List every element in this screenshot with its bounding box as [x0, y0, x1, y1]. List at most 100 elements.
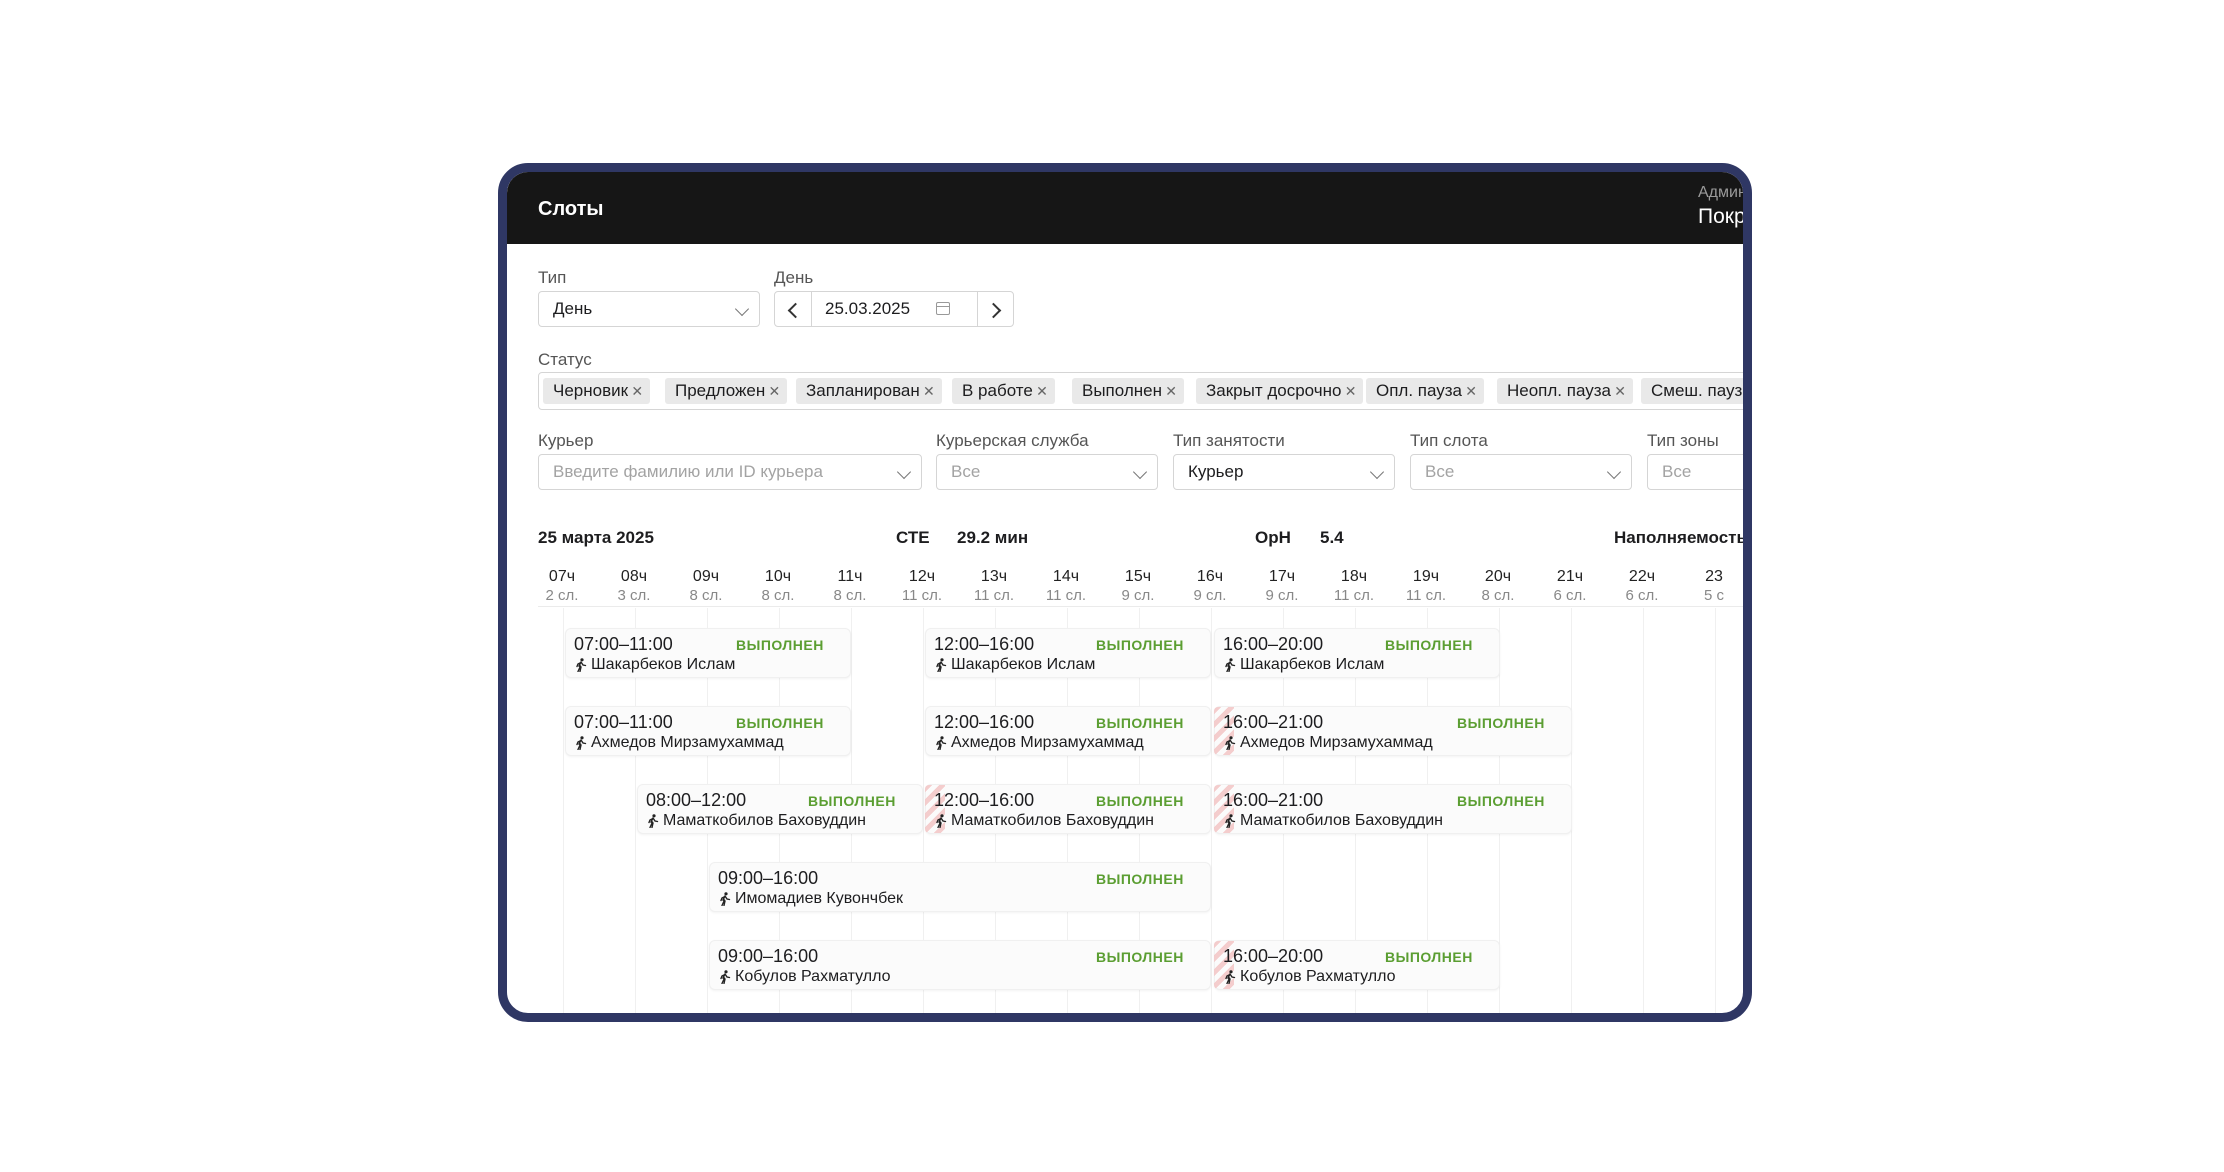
slot-count: 6 сл. — [1553, 587, 1587, 604]
hour-label: 15ч — [1124, 568, 1152, 585]
slot-count: 11 сл. — [1333, 587, 1375, 604]
walking-courier-icon — [647, 814, 659, 829]
slot-card[interactable]: 16:00–21:00 ВЫПОЛНЕН Маматкобилов Баховудд… — [1214, 784, 1572, 834]
slot-card[interactable]: 09:00–16:00 ВЫПОЛНЕН Кобулов Рахматулло — [709, 940, 1211, 990]
hour-column-header: 16ч 9 сл. — [1174, 568, 1246, 605]
date-input[interactable]: 25.03.2025 — [811, 292, 977, 326]
hour-column-header: 22ч 6 сл. — [1606, 568, 1678, 605]
chevron-left-icon — [787, 302, 804, 319]
hour-label: 14ч — [1052, 568, 1080, 585]
status-chip: Черновик ✕ — [543, 378, 651, 404]
slot-time: 07:00–11:00 — [574, 634, 673, 654]
prev-day-button[interactable] — [775, 292, 812, 326]
service-label: Курьерская служба — [936, 431, 1089, 450]
zone-type-select[interactable]: Все — [1647, 454, 1743, 490]
close-icon[interactable]: ✕ — [1344, 383, 1357, 399]
slot-time: 09:00–16:00 — [718, 868, 819, 888]
slot-card[interactable]: 12:00–16:00 ВЫПОЛНЕН Ахмедов Мирзамухаммад — [925, 706, 1211, 756]
slot-card[interactable]: 16:00–21:00 ВЫПОЛНЕН Ахмедов Мирзамухаммад — [1214, 706, 1572, 756]
hour-label: 21ч — [1556, 568, 1584, 585]
slot-card[interactable]: 07:00–11:00 ВЫПОЛНЕН Ахмедов Мирзамухаммад — [565, 706, 851, 756]
slot-card[interactable]: 12:00–16:00 ВЫПОЛНЕН Маматкобилов Баховудд… — [925, 784, 1211, 834]
slot-count: 5 — [1747, 587, 1752, 605]
hour-gridline — [635, 608, 636, 1013]
hour-column-header: 14ч 11 сл. — [1030, 568, 1102, 605]
slot-count: 11 сл. — [973, 587, 1015, 604]
status-chip-label: Предложен — [675, 381, 766, 400]
service-select[interactable]: Все — [936, 454, 1158, 490]
courier-input[interactable]: Введите фамилию или ID курьера — [538, 454, 922, 490]
type-select-value: День — [553, 299, 593, 318]
hour-gridline — [1715, 608, 1716, 1013]
courier-name: Кобулов Рахматулло — [735, 968, 891, 985]
close-icon[interactable]: ✕ — [1036, 383, 1048, 399]
hour-column-header: 11ч 8 сл. — [814, 568, 886, 605]
header-divider — [538, 606, 1743, 607]
slot-time: 12:00–16:00 — [934, 634, 1035, 654]
slot-count: 9 сл. — [1265, 587, 1299, 604]
walking-courier-icon — [1224, 658, 1236, 673]
slot-count: 8 сл. — [1481, 587, 1515, 604]
slot-card[interactable]: 09:00–16:00 ВЫПОЛНЕН Имомадиев Кувончбек — [709, 862, 1211, 912]
zone-type-label: Тип зоны — [1647, 431, 1719, 450]
slot-card[interactable]: 08:00–12:00 ВЫПОЛНЕН Маматкобилов Баховудд… — [637, 784, 923, 834]
hour-label: 17ч — [1268, 568, 1296, 585]
slot-card[interactable]: 07:00–11:00 ВЫПОЛНЕН Шакарбеков Ислам — [565, 628, 851, 678]
slot-status-badge: ВЫПОЛНЕН — [1096, 715, 1184, 731]
chevron-right-icon — [985, 302, 1002, 319]
slot-card[interactable]: 16:00–20:00 ВЫПОЛНЕН Шакарбеков Ислам — [1214, 628, 1500, 678]
close-icon[interactable]: ✕ — [1614, 383, 1626, 399]
slot-status-badge: ВЫПОЛНЕН — [1385, 949, 1473, 965]
status-chip-label: Опл. пауза — [1376, 381, 1463, 400]
slot-type-select-value: Все — [1425, 462, 1455, 481]
status-chip-label: Выполнен — [1082, 381, 1162, 400]
slot-status-badge: ВЫПОЛНЕН — [736, 715, 824, 731]
slot-status-badge: ВЫПОЛНЕН — [1457, 715, 1545, 731]
summary-date: 25 марта 2025 — [538, 528, 654, 547]
status-chip-label: Смеш. пауза — [1651, 381, 1752, 400]
slot-card[interactable]: 16:00–20:00 ВЫПОЛНЕН Кобулов Рахматулло — [1214, 940, 1500, 990]
slot-count: 8 сл. — [833, 587, 867, 604]
hour-label: 10ч — [764, 568, 792, 585]
employment-select[interactable]: Курьер — [1173, 454, 1395, 490]
close-icon[interactable]: ✕ — [923, 383, 935, 399]
fill-label: Наполняемость: — [1614, 528, 1752, 547]
slot-status-badge: ВЫПОЛНЕН — [1385, 637, 1473, 653]
walking-courier-icon — [935, 736, 947, 751]
close-icon[interactable]: ✕ — [768, 383, 781, 399]
user-name[interactable]: Покр — [1698, 205, 1746, 228]
status-chip: Неопл. пауза ✕ — [1497, 378, 1633, 404]
close-icon[interactable]: ✕ — [1165, 383, 1177, 399]
hour-label: 22ч — [1628, 568, 1656, 585]
close-icon[interactable]: ✕ — [1465, 383, 1478, 399]
status-chip-label: В работе — [962, 381, 1033, 400]
next-day-button[interactable] — [977, 292, 1013, 326]
walking-courier-icon — [575, 736, 587, 751]
hour-column-header: 09ч 8 сл. — [670, 568, 742, 605]
status-chip: В работе ✕ — [952, 378, 1055, 404]
service-select-value: Все — [951, 462, 981, 481]
day-picker: 25.03.2025 — [774, 291, 1014, 327]
hour-column-header: 20ч 8 сл. — [1462, 568, 1534, 605]
slot-card[interactable]: 12:00–16:00 ВЫПОЛНЕН Шакарбеков Ислам — [925, 628, 1211, 678]
slot-time: 16:00–20:00 — [1223, 634, 1324, 654]
close-icon[interactable]: ✕ — [631, 383, 644, 399]
hour-label: 13ч — [980, 568, 1008, 585]
hour-gridline — [1643, 608, 1644, 1013]
hour-label: 19ч — [1412, 568, 1440, 585]
slot-type-select[interactable]: Все — [1410, 454, 1632, 490]
chevron-down-icon — [734, 301, 750, 317]
courier-name: Шакарбеков Ислам — [1240, 656, 1385, 673]
hour-label: 23 — [1705, 568, 1723, 585]
status-multiselect[interactable]: Черновик ✕ Предложен ✕ Запланирован ✕ В раб… — [538, 372, 1752, 410]
walking-courier-icon — [935, 814, 947, 829]
slot-count: 8 сл. — [689, 587, 723, 604]
chevron-down-icon — [1369, 464, 1385, 480]
courier-name: Ахмедов Мирзамухаммад — [1240, 734, 1433, 751]
slot-status-badge: ВЫПОЛНЕН — [1096, 637, 1184, 653]
type-select[interactable]: День — [538, 291, 760, 327]
courier-name: Шакарбеков Ислам — [951, 656, 1096, 673]
courier-name: Маматкобилов Баховуддин — [1240, 812, 1443, 829]
slot-status-badge: ВЫПОЛНЕН — [1096, 949, 1184, 965]
chevron-down-icon — [1132, 464, 1148, 480]
